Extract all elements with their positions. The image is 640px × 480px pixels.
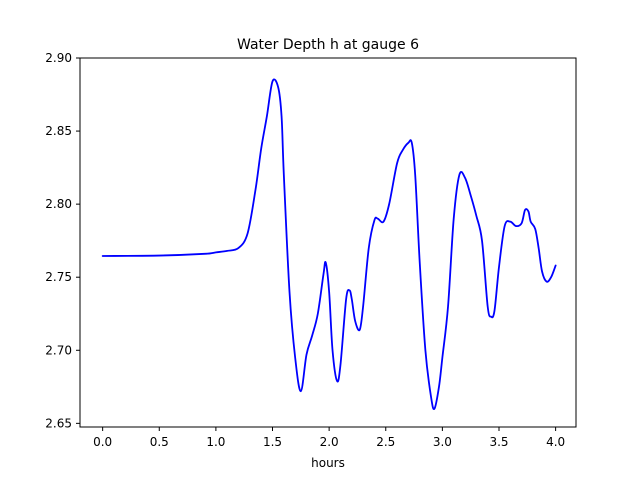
x-tick-label: 3.5 <box>489 435 508 449</box>
y-tick-label: 2.75 <box>45 270 72 284</box>
x-tick-label: 0.0 <box>93 435 112 449</box>
x-tick-label: 2.0 <box>320 435 339 449</box>
y-tick-label: 2.80 <box>45 197 72 211</box>
y-tick-label: 2.70 <box>45 343 72 357</box>
x-tick-label: 3.0 <box>433 435 452 449</box>
x-axis: 0.0 0.5 1.0 1.5 2.0 2.5 3.0 3.5 4.0 <box>93 427 565 449</box>
y-axis: 2.65 2.70 2.75 2.80 2.85 2.90 <box>45 51 80 430</box>
axes-frame <box>79 57 577 428</box>
x-tick-label: 1.0 <box>206 435 225 449</box>
y-tick-label: 2.65 <box>45 416 72 430</box>
x-tick-label: 1.5 <box>263 435 282 449</box>
x-tick-label: 0.5 <box>150 435 169 449</box>
y-tick-label: 2.85 <box>45 124 72 138</box>
plot-area <box>79 57 577 428</box>
x-tick-label: 4.0 <box>546 435 565 449</box>
chart-title: Water Depth h at gauge 6 <box>237 37 419 53</box>
x-axis-label: hours <box>311 456 345 470</box>
y-tick-label: 2.90 <box>45 51 72 65</box>
x-tick-label: 2.5 <box>376 435 395 449</box>
water-depth-line <box>101 78 557 411</box>
